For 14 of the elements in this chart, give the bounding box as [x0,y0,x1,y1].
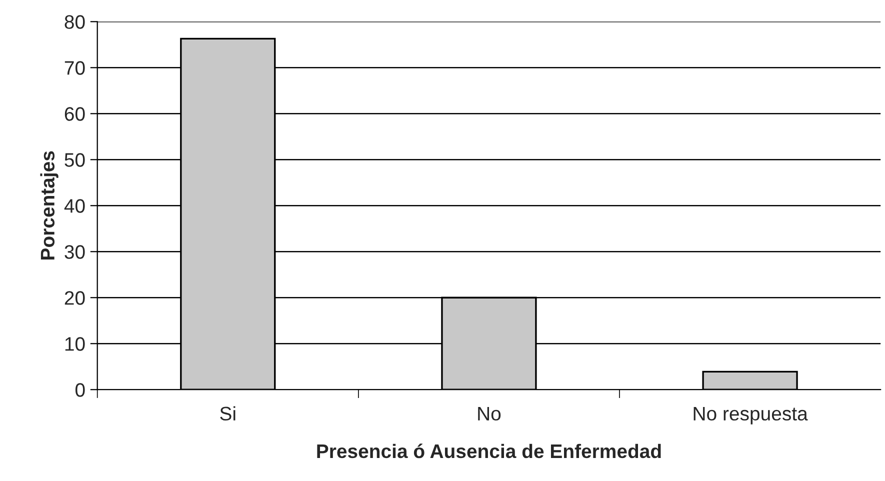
y-tick-label: 0 [75,383,85,397]
x-tick-label: No [478,406,501,421]
y-tick-label: 50 [64,153,85,167]
x-tick-label: No respuesta [694,406,808,424]
y-axis-title: Porcentajes [40,151,58,260]
x-tick-label: Si [220,406,236,421]
y-tick-label: 70 [64,61,85,75]
y-tick-label: 20 [64,291,85,305]
y-tick-label: 30 [64,245,85,259]
x-axis-title: Presencia ó Ausencia de Enfermedad [317,444,661,458]
y-tick-label: 80 [64,15,85,29]
y-tick-label: 10 [65,337,85,351]
y-tick-label: 60 [64,107,85,121]
y-tick-label: 40 [64,199,85,213]
